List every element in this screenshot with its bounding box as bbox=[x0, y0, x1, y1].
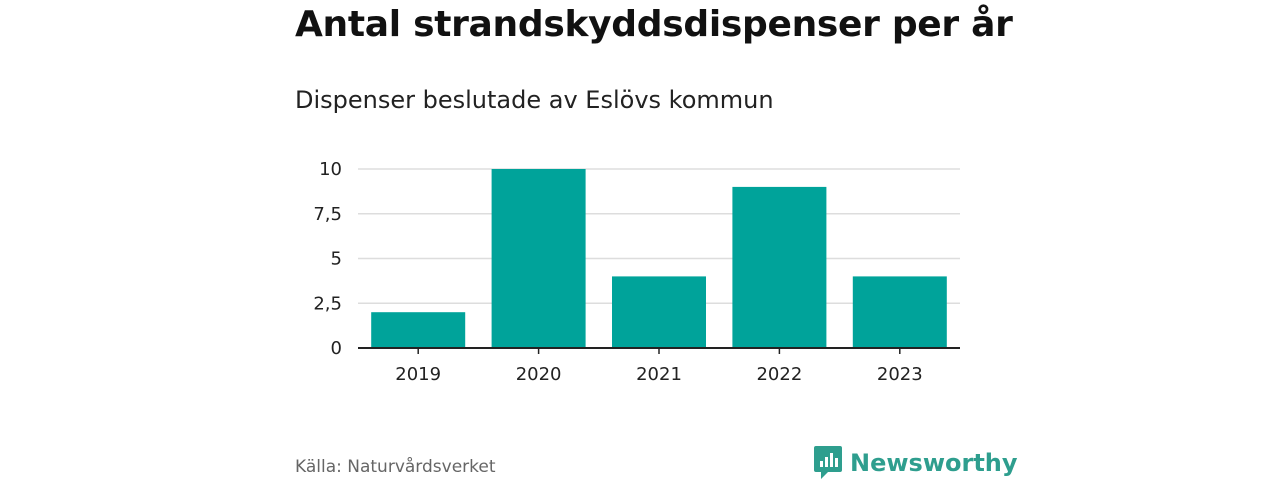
x-tick-label: 2020 bbox=[516, 364, 562, 385]
y-tick-label: 0 bbox=[331, 338, 342, 359]
chart-title: Antal strandskyddsdispenser per år bbox=[295, 4, 1013, 45]
x-tick-label: 2022 bbox=[756, 364, 802, 385]
y-tick-label: 10 bbox=[319, 159, 342, 180]
x-tick-label: 2023 bbox=[877, 364, 923, 385]
bar-2022 bbox=[732, 186, 827, 348]
brand-name: Newsworthy bbox=[850, 449, 1018, 477]
x-tick-label: 2021 bbox=[636, 364, 682, 385]
source-note: Källa: Naturvårdsverket bbox=[295, 457, 496, 477]
chart-subtitle: Dispenser beslutade av Eslövs kommun bbox=[295, 86, 774, 114]
bar-2023 bbox=[852, 276, 947, 348]
x-tick-label: 2019 bbox=[395, 364, 441, 385]
y-tick-label: 5 bbox=[331, 249, 342, 270]
bar-2019 bbox=[371, 312, 466, 348]
bar-2021 bbox=[612, 276, 706, 348]
newsworthy-logo-icon bbox=[814, 446, 842, 479]
brand-logo: Newsworthy bbox=[814, 446, 1018, 480]
y-tick-label: 7,5 bbox=[313, 204, 342, 225]
bar-2020 bbox=[491, 169, 586, 348]
y-tick-label: 2,5 bbox=[313, 293, 342, 314]
